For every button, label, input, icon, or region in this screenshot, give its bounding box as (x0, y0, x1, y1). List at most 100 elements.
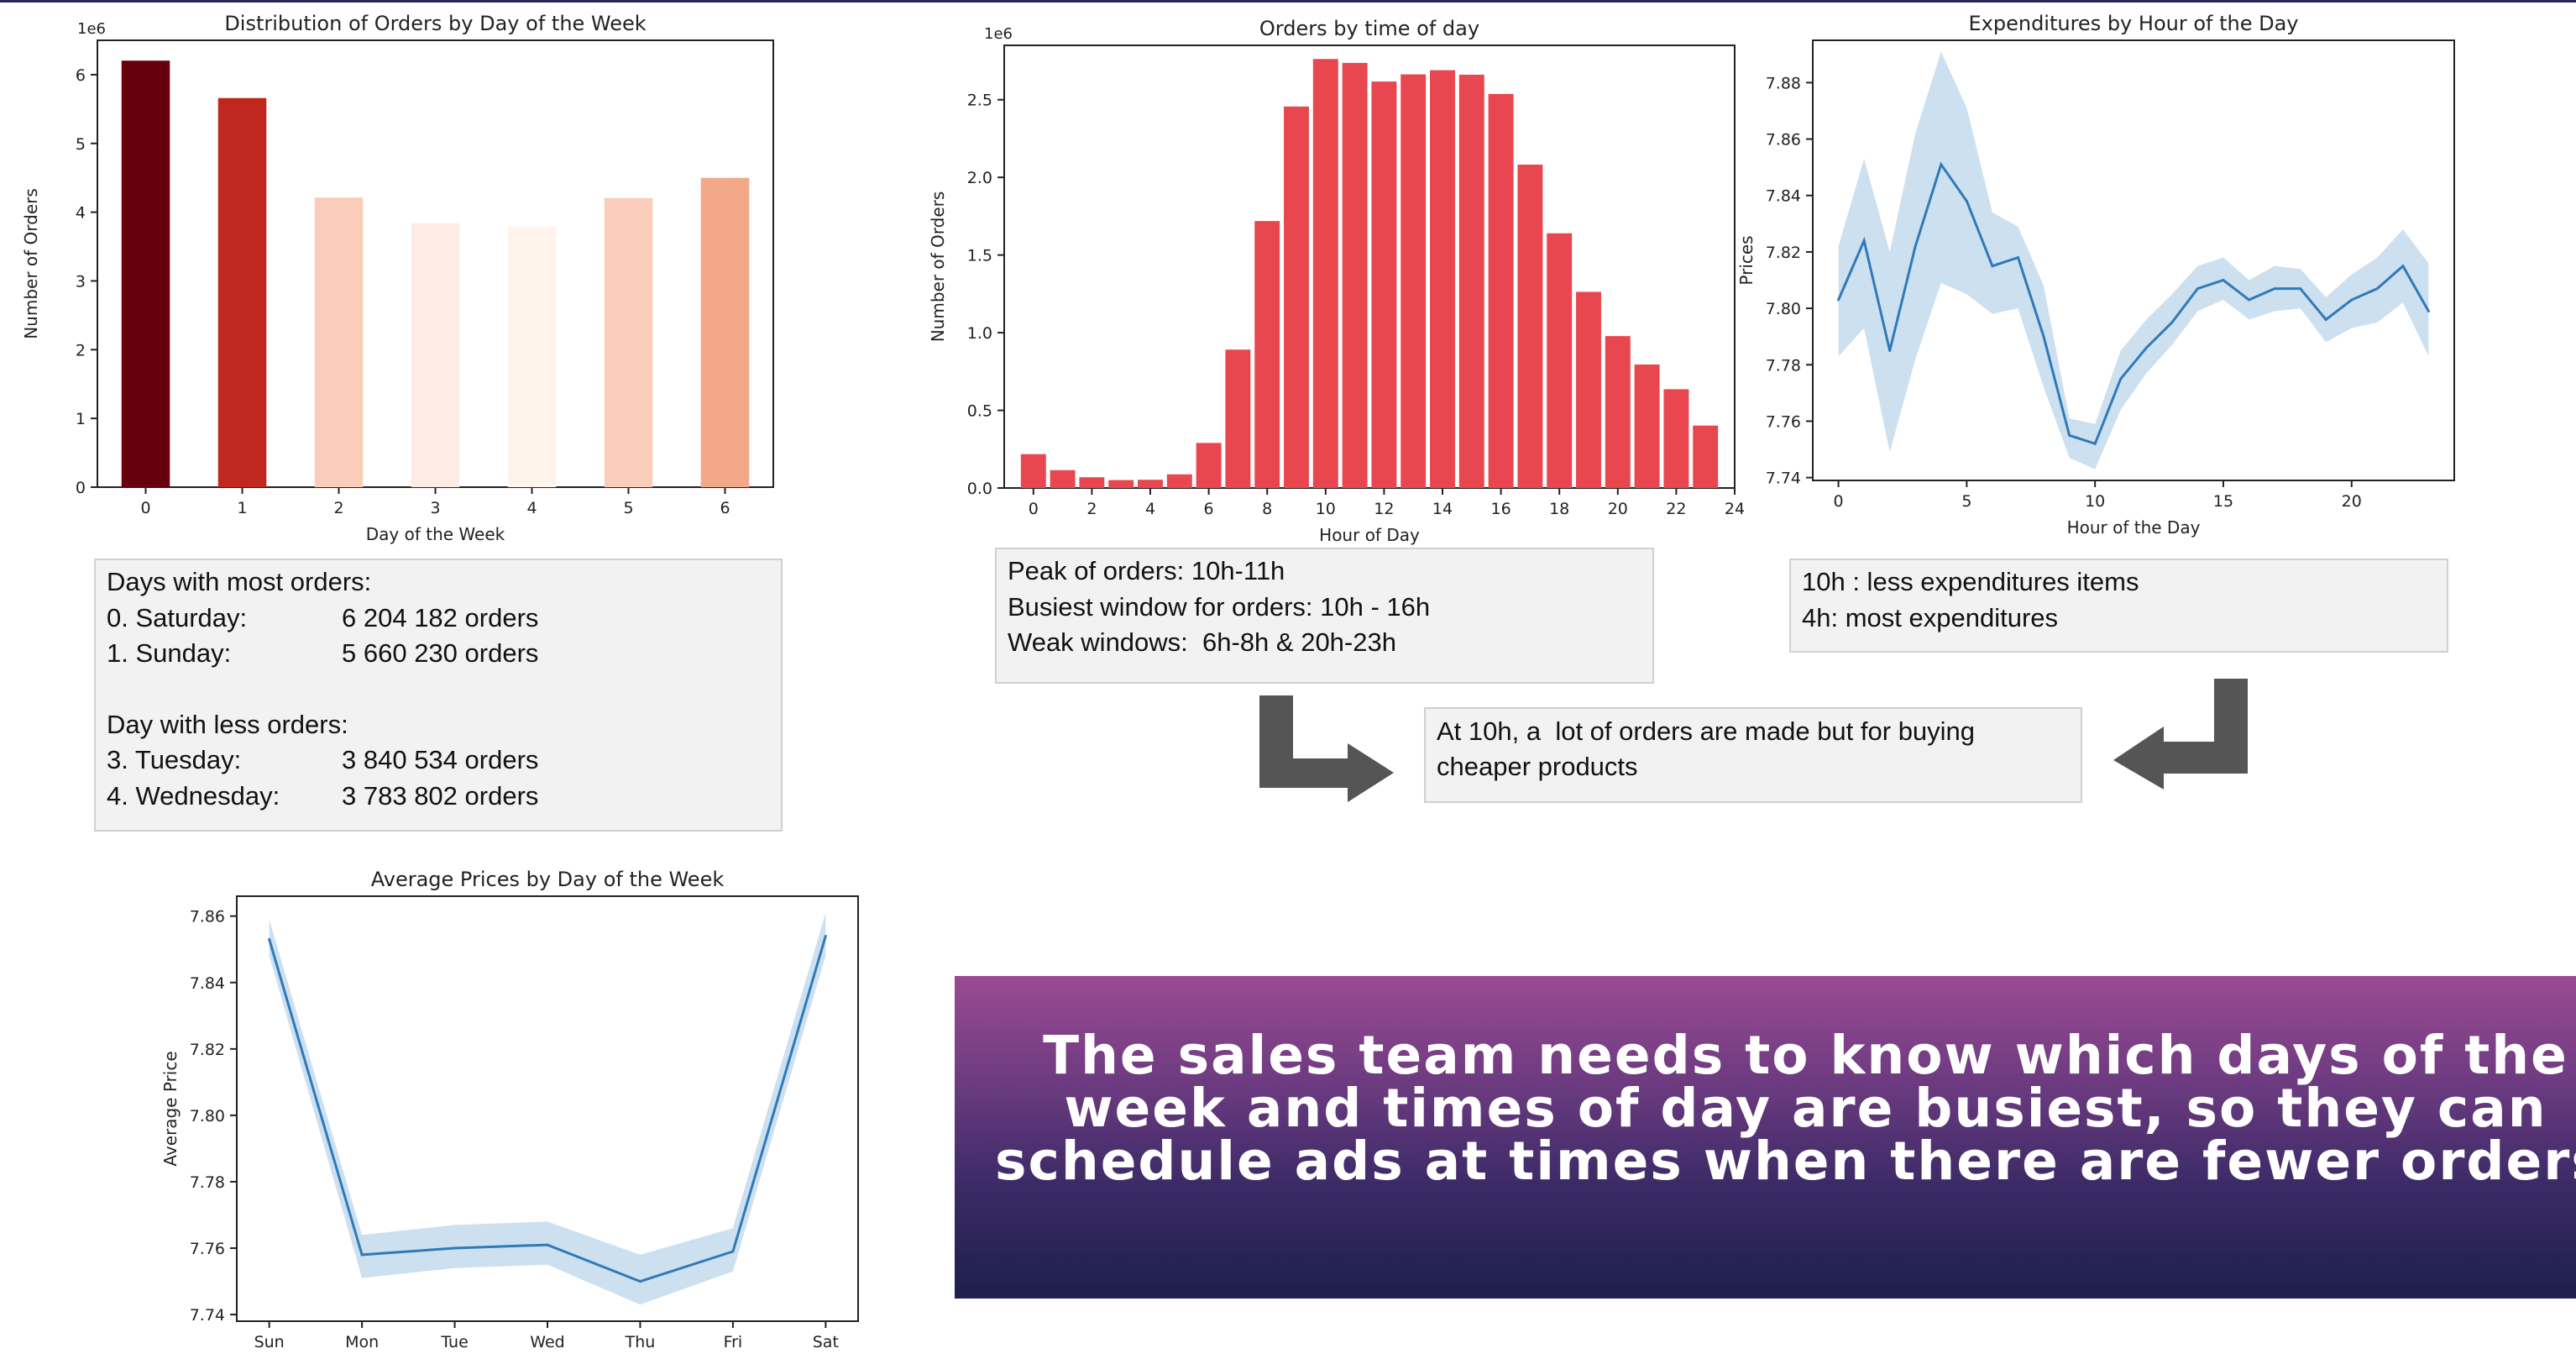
bar-hour-17 (1517, 165, 1543, 488)
x-tick-label: 3 (430, 499, 440, 517)
x-tick-label: Sat (813, 1333, 839, 1351)
confidence-band (269, 912, 826, 1305)
data-point (2196, 287, 2199, 291)
bar-hour-20 (1605, 336, 1631, 488)
y-tick-label: 7.74 (190, 1306, 225, 1325)
bar-hour-12 (1371, 81, 1397, 488)
chart-expenditures-by-hour-svg: Expenditures by Hour of the Day Hour of t… (1736, 12, 2455, 538)
x-tick-label: Thu (625, 1333, 656, 1351)
bar-hour-7 (1225, 349, 1251, 488)
conclusion-note-line: cheaper products (1437, 752, 1638, 781)
y-tick-label: 7.82 (190, 1041, 225, 1059)
data-point (1965, 199, 1968, 202)
bar-hour-6 (1196, 443, 1222, 488)
x-axis-label: Hour of Day (1319, 525, 1420, 545)
y-tick-label: 0.5 (967, 402, 992, 421)
chart-title: Average Prices by Day of the Week (371, 868, 725, 891)
bar-4 (507, 227, 557, 487)
bar-hour-22 (1663, 389, 1689, 488)
days-row-value: 5 660 230 orders (342, 638, 539, 668)
x-tick-label: Mon (345, 1333, 379, 1351)
y-tick-label: 1 (76, 410, 86, 428)
y-offset-text: 1e6 (984, 25, 1013, 43)
y-tick-label: 7.84 (190, 974, 225, 993)
expenditure-note-line: 4h: most expenditures (1802, 603, 2059, 632)
y-axis-label: Prices (1736, 235, 1757, 285)
banner-line: week and times of day are busiest, so th… (1064, 1078, 2547, 1139)
y-tick-label: 7.80 (190, 1107, 225, 1126)
bar-hour-8 (1254, 221, 1280, 488)
chart-title: Distribution of Orders by Day of the Wee… (224, 12, 646, 35)
bar-hour-10 (1312, 59, 1338, 488)
x-tick-label: 10 (2085, 492, 2105, 511)
hours-note: Peak of orders: 10h-11h Busiest window f… (995, 548, 1654, 684)
data-point (546, 1243, 549, 1246)
x-tick-label: 15 (2213, 492, 2233, 511)
days-row-label: 0. Saturday: (107, 603, 248, 632)
y-tick-label: 7.76 (1766, 412, 1801, 431)
y-tick-label: 7.76 (190, 1240, 225, 1258)
data-point (2427, 309, 2430, 312)
days-heading-most: Days with most orders: (107, 567, 372, 596)
x-tick-label: 8 (1262, 500, 1272, 518)
bar-1 (217, 97, 267, 488)
data-point (453, 1246, 457, 1250)
data-point (1888, 349, 1892, 352)
y-tick-label: 7.78 (1766, 356, 1801, 375)
expenditure-note: 10h : less expenditures items 4h: most e… (1789, 559, 2448, 653)
data-point (2222, 279, 2225, 282)
y-tick-label: 7.80 (1766, 300, 1801, 318)
arrow-down-right-icon (1259, 695, 1394, 802)
bar-hour-3 (1108, 480, 1134, 488)
data-point (1991, 265, 1994, 268)
bar-hour-19 (1576, 291, 1601, 488)
data-point (824, 934, 827, 937)
y-tick-label: 6 (76, 66, 86, 85)
data-point (2350, 298, 2353, 302)
y-tick-label: 7.74 (1766, 470, 1801, 488)
days-row-value: 6 204 182 orders (342, 603, 539, 632)
series-line (1837, 161, 2430, 446)
bar-hour-14 (1430, 70, 1455, 488)
bar-hour-18 (1547, 233, 1573, 488)
x-tick-label: 0 (1029, 500, 1039, 518)
data-point (2401, 265, 2405, 268)
days-note: Days with most orders: 0. Saturday: 6 20… (94, 559, 783, 832)
conclusion-note-line: At 10h, a lot of orders are made but for… (1437, 716, 1976, 746)
hours-note-line: Busiest window for orders: 10h - 16h (1008, 592, 1431, 622)
y-tick-label: 7.86 (1766, 131, 1801, 150)
data-point (2299, 287, 2302, 291)
bar-hour-11 (1342, 62, 1368, 489)
y-axis-label: Number of Orders (21, 188, 41, 339)
x-tick-label: 2 (333, 499, 343, 517)
data-point (1940, 163, 1943, 166)
conclusion-banner: The sales team needs to know which days … (955, 976, 2576, 1299)
chart-orders-by-hour-svg: Orders by time of day Hour of Day Number o… (928, 17, 1745, 545)
banner-line: schedule ads at times when there are few… (995, 1131, 2576, 1192)
bar-hour-16 (1488, 93, 1514, 489)
bar-hour-2 (1079, 477, 1105, 488)
y-tick-label: 0.0 (967, 480, 992, 498)
days-heading-least: Day with less orders: (107, 710, 348, 739)
x-tick-label: Fri (724, 1333, 743, 1351)
chart-title: Orders by time of day (1259, 17, 1479, 40)
x-axis-label: Day of the Week (366, 524, 505, 544)
hours-note-line: Peak of orders: 10h-11h (1008, 556, 1285, 585)
x-tick-label: 0 (140, 499, 150, 517)
bar-hour-23 (1693, 425, 1719, 488)
y-tick-label: 7.86 (190, 908, 225, 926)
y-tick-label: 2.0 (967, 169, 992, 187)
y-offset-text: 1e6 (77, 20, 106, 38)
x-tick-label: Sun (254, 1333, 285, 1351)
y-tick-label: 7.84 (1766, 187, 1801, 206)
y-tick-label: 7.78 (190, 1173, 225, 1192)
bar-hour-1 (1050, 470, 1076, 488)
y-tick-label: 7.82 (1766, 244, 1801, 262)
data-point (2144, 346, 2148, 349)
x-tick-label: 18 (1549, 500, 1569, 518)
y-tick-label: 1.0 (967, 324, 992, 343)
data-point (638, 1280, 641, 1283)
y-tick-label: 7.88 (1766, 74, 1801, 92)
x-tick-label: 20 (1608, 500, 1628, 518)
data-point (731, 1250, 735, 1253)
